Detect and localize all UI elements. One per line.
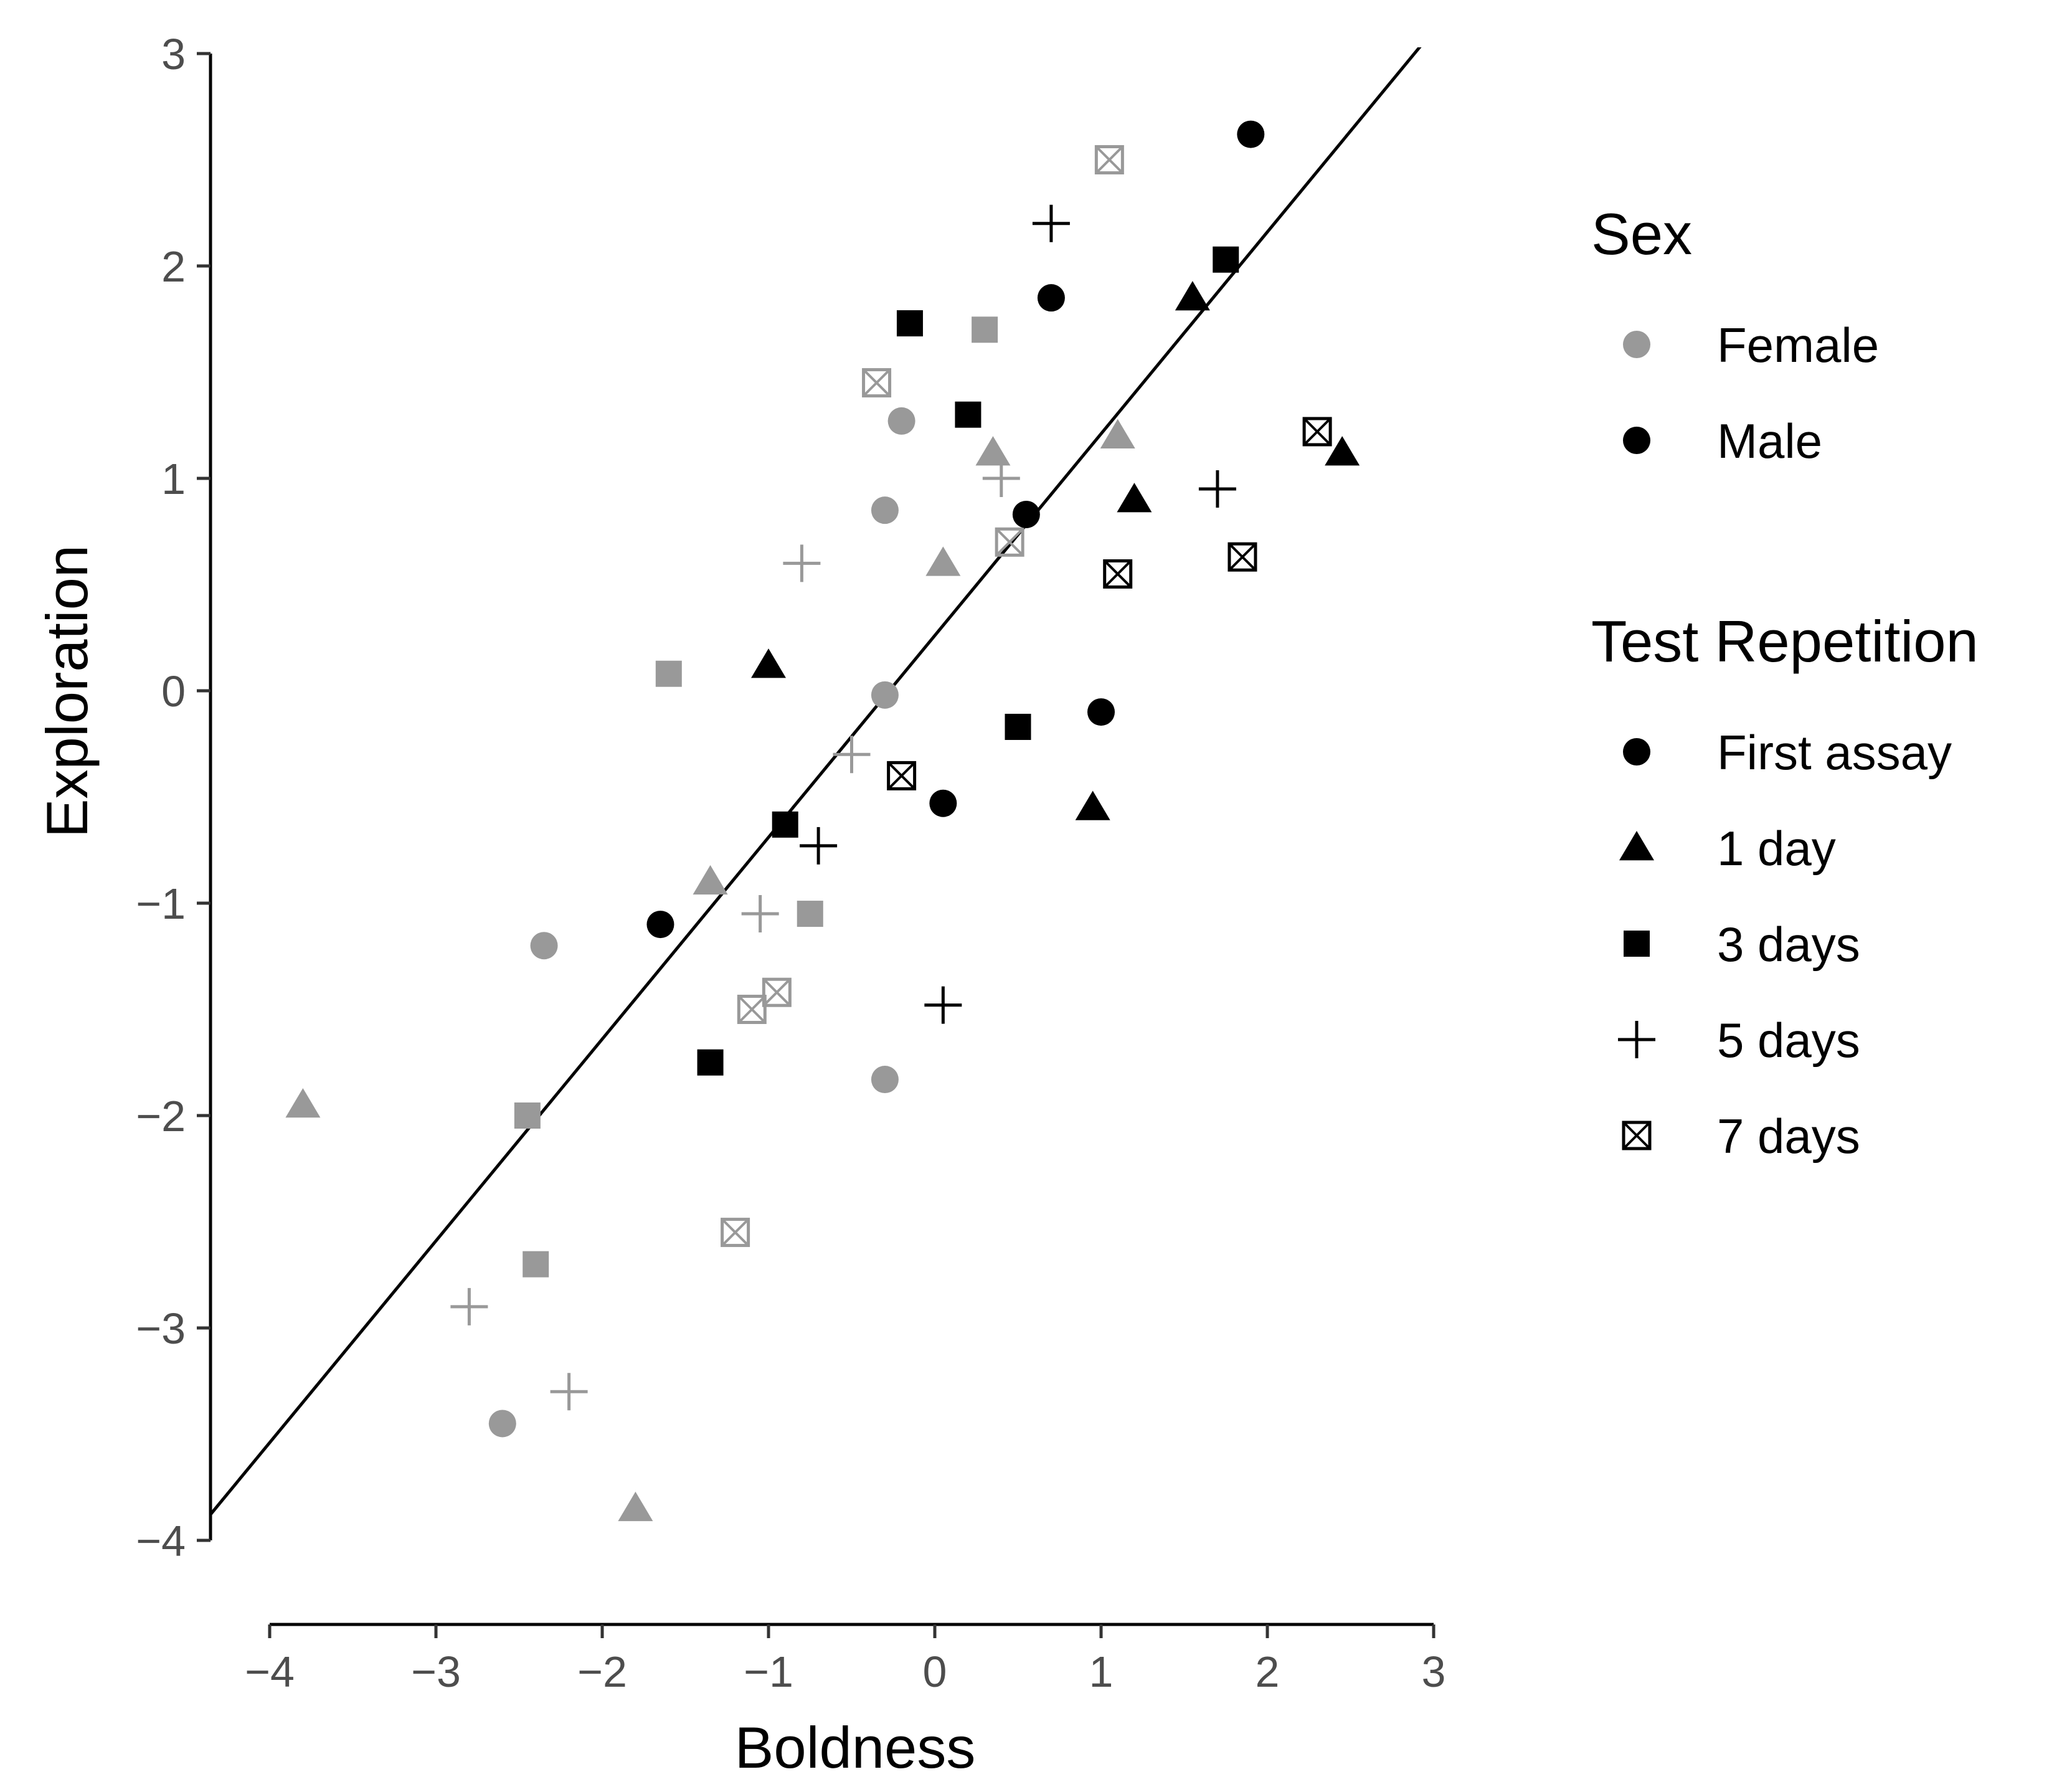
data-point-female-first-assay	[871, 681, 899, 709]
data-point-female-5-days	[741, 895, 779, 933]
y-tick-label: −1	[136, 879, 186, 928]
data-point-male-3-days	[1213, 246, 1239, 273]
y-tick-label: 2	[161, 242, 186, 291]
data-point-male-1-day	[751, 648, 786, 678]
data-point-male-1-day	[1175, 281, 1210, 311]
data-point-female-1-day	[1100, 419, 1135, 449]
data-point-male-first-assay	[929, 789, 957, 817]
data-point-male-7-days	[887, 761, 917, 790]
data-point-female-first-assay	[871, 1066, 899, 1094]
data-point-female-first-assay	[887, 407, 915, 435]
legend-sex-label: Female	[1717, 318, 1879, 372]
y-tick-label: −2	[136, 1092, 186, 1140]
x-tick-label: 0	[923, 1647, 947, 1696]
data-point-male-first-assay	[1012, 500, 1040, 528]
legend-repetition-label: 7 days	[1717, 1109, 1860, 1164]
data-point-male-1-day	[1075, 790, 1110, 820]
legend-repetition-label: 1 day	[1717, 821, 1836, 876]
y-tick-label: 3	[161, 30, 186, 78]
data-point-male-5-days	[924, 986, 962, 1024]
x-tick-label: 2	[1256, 1647, 1280, 1696]
x-tick-label: −1	[744, 1647, 793, 1696]
x-tick-label: −2	[577, 1647, 627, 1696]
data-point-female-1-day	[975, 436, 1011, 466]
data-point-male-first-assay	[646, 911, 674, 939]
data-point-female-7-days	[721, 1218, 750, 1248]
legend-repetition-label: 3 days	[1717, 917, 1860, 972]
data-point-female-7-days	[1094, 145, 1124, 174]
data-point-female-7-days	[995, 527, 1024, 557]
data-point-female-7-days	[762, 977, 792, 1007]
data-point-male-first-assay	[1037, 284, 1065, 312]
data-point-male-3-days	[896, 310, 923, 337]
legend-repetition-label: First assay	[1717, 725, 1952, 780]
data-point-male-7-days	[1228, 542, 1257, 572]
data-point-female-3-days	[514, 1102, 541, 1129]
data-point-male-5-days	[800, 827, 838, 865]
data-point-female-5-days	[550, 1373, 588, 1411]
data-point-male-3-days	[772, 811, 798, 838]
x-tick-label: 3	[1422, 1647, 1446, 1696]
data-point-female-1-day	[925, 546, 961, 576]
data-point-female-1-day	[285, 1088, 321, 1118]
legend-title-sex: Sex	[1591, 201, 1692, 267]
data-point-female-7-days	[862, 368, 892, 398]
data-point-male-5-days	[1032, 204, 1070, 242]
data-point-female-3-days	[523, 1251, 549, 1278]
data-point-female-first-assay	[488, 1410, 516, 1438]
legend-sex-marker	[1623, 427, 1650, 454]
legend-repetition-marker	[1623, 738, 1650, 766]
y-tick-label: 1	[161, 455, 186, 503]
data-point-female-5-days	[783, 544, 821, 582]
data-point-male-3-days	[697, 1049, 724, 1076]
x-axis-title: Boldness	[735, 1715, 976, 1780]
data-point-female-1-day	[693, 865, 728, 895]
legend-repetition-marker	[1619, 831, 1654, 861]
legend-title-repetition: Test Repetition	[1591, 609, 1979, 674]
y-tick-label: 0	[161, 667, 186, 716]
x-tick-label: −3	[411, 1647, 461, 1696]
plot-layer: −4 −3 −2 −1 0 1 2 3 −4 −3 −2 −1 0 1 2 3 Boldness Explorat…	[34, 30, 1446, 1780]
data-point-male-3-days	[955, 401, 982, 428]
data-point-male-7-days	[1103, 559, 1133, 589]
regression-line	[211, 47, 1422, 1517]
legend-sex-label: Male	[1717, 414, 1822, 468]
data-point-male-3-days	[1005, 713, 1031, 740]
legend-repetition-label: 5 days	[1717, 1013, 1860, 1068]
x-tick-label: 1	[1089, 1647, 1114, 1696]
legend-repetition-marker	[1624, 931, 1650, 957]
data-point-male-first-assay	[1237, 120, 1265, 148]
y-tick-label: −3	[136, 1304, 186, 1353]
data-point-female-3-days	[797, 901, 823, 927]
legend-repetition-marker	[1618, 1021, 1655, 1058]
data-point-female-5-days	[833, 736, 871, 774]
data-point-male-1-day	[1325, 436, 1360, 466]
y-axis-title: Exploration	[34, 545, 100, 838]
data-point-male-5-days	[1198, 470, 1236, 508]
data-point-female-3-days	[655, 660, 682, 687]
data-point-male-first-assay	[1087, 698, 1115, 726]
data-point-female-5-days	[982, 460, 1020, 497]
data-point-female-7-days	[737, 995, 767, 1024]
legend-repetition-marker	[1622, 1121, 1652, 1150]
data-point-female-first-assay	[530, 932, 558, 960]
data-point-female-5-days	[450, 1287, 488, 1325]
data-point-female-3-days	[972, 316, 998, 343]
data-point-female-first-assay	[871, 496, 899, 524]
x-tick-label: −4	[245, 1647, 295, 1696]
data-point-female-1-day	[618, 1491, 653, 1522]
data-point-male-7-days	[1302, 417, 1332, 447]
legend-sex-marker	[1623, 331, 1650, 358]
legend: Sex Female Male Test Repetition First assay 1…	[1591, 201, 1979, 1164]
y-tick-label: −4	[136, 1517, 186, 1565]
data-point-male-1-day	[1117, 483, 1152, 513]
